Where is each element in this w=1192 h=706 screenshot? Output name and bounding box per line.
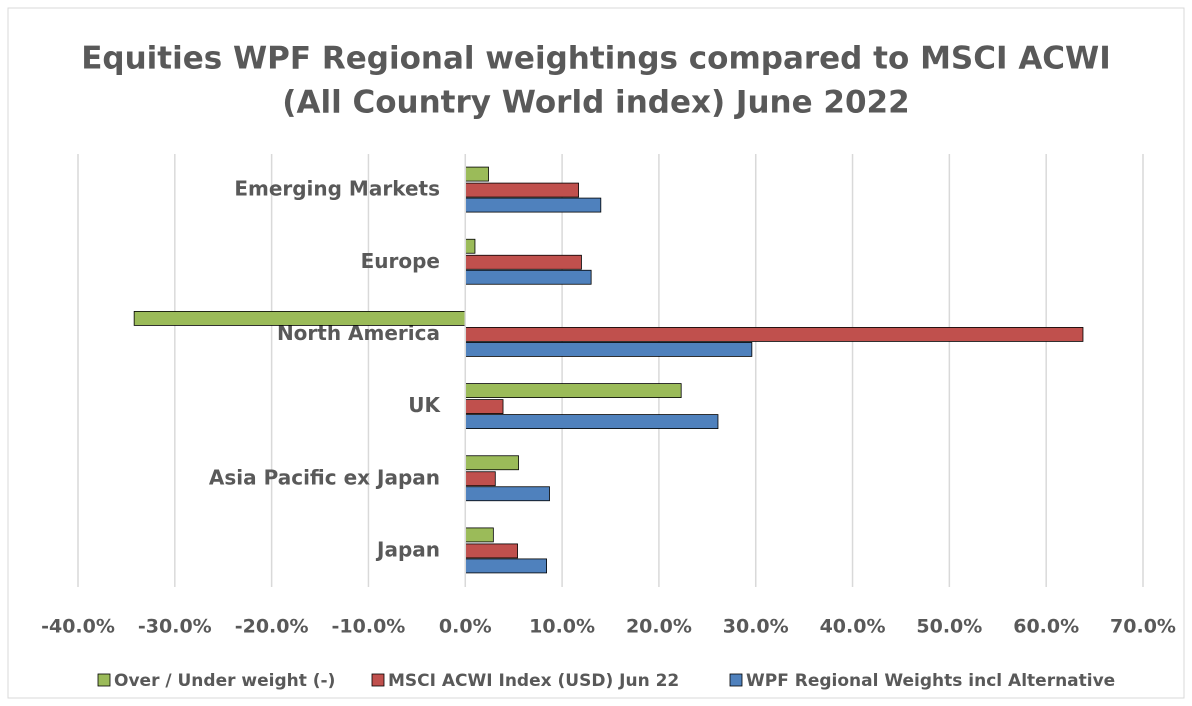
chart-title: (All Country World index) June 2022 xyxy=(282,85,909,121)
bar xyxy=(464,197,602,213)
bar xyxy=(464,399,504,414)
bar xyxy=(464,166,489,182)
x-tick-label: -20.0% xyxy=(235,616,309,638)
bar xyxy=(133,311,466,326)
bar xyxy=(464,455,519,471)
chart-title: Equities WPF Regional weightings compare… xyxy=(81,41,1111,77)
x-tick-label: -10.0% xyxy=(332,616,406,638)
x-tick-label: 40.0% xyxy=(820,616,886,638)
x-tick-label: 10.0% xyxy=(529,616,595,638)
x-tick-label: 0.0% xyxy=(439,616,492,638)
legend-swatch xyxy=(97,673,111,687)
x-tick-label: 70.0% xyxy=(1110,616,1176,638)
legend-swatch xyxy=(371,673,385,687)
x-tick-label: 20.0% xyxy=(626,616,692,638)
legend-label: WPF Regional Weights incl Alternative xyxy=(746,671,1115,691)
legend-label: Over / Under weight (-) xyxy=(114,671,335,691)
bar xyxy=(464,414,719,429)
bar xyxy=(464,182,579,198)
bar xyxy=(464,238,476,254)
x-tick-label: -40.0% xyxy=(41,616,115,638)
legend-label: MSCI ACWI Index (USD) Jun 22 xyxy=(388,671,679,691)
bar xyxy=(464,543,518,559)
y-tick-label: Japan xyxy=(375,537,440,561)
x-tick-label: -30.0% xyxy=(138,616,212,638)
bar xyxy=(464,269,592,285)
y-tick-label: Europe xyxy=(361,249,440,273)
x-tick-label: 50.0% xyxy=(916,616,982,638)
bar xyxy=(464,342,753,357)
y-tick-label: Emerging Markets xyxy=(234,177,440,201)
bar xyxy=(464,383,682,398)
bar xyxy=(464,254,582,270)
bar xyxy=(464,471,496,487)
x-tick-label: 30.0% xyxy=(723,616,789,638)
x-tick-label: 60.0% xyxy=(1013,616,1079,638)
bar xyxy=(464,486,550,502)
y-tick-label: Asia Pacific ex Japan xyxy=(209,465,440,489)
legend-swatch xyxy=(729,673,743,687)
bar xyxy=(464,327,1084,342)
bar xyxy=(464,527,494,543)
bar xyxy=(464,558,548,574)
y-tick-label: UK xyxy=(408,393,441,417)
